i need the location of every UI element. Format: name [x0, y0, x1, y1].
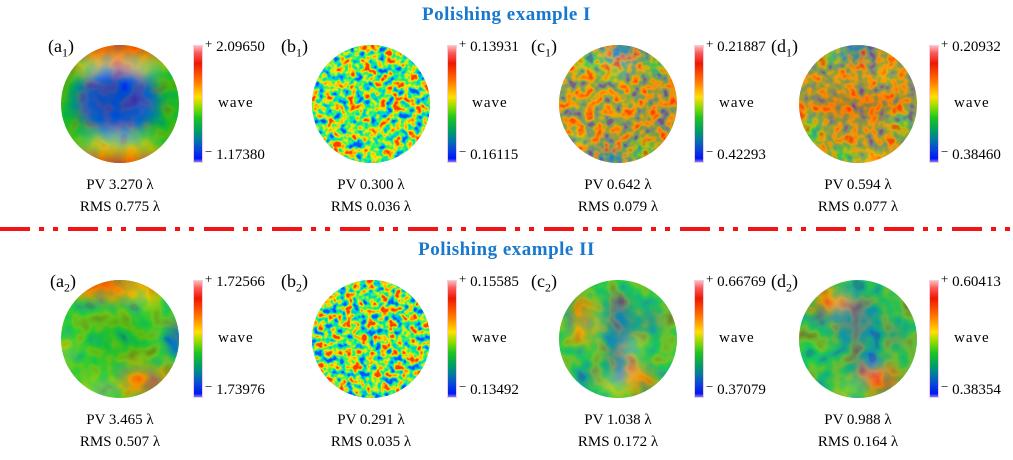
colorbar-c1	[694, 45, 704, 163]
colorbar-b1	[447, 45, 457, 163]
colorbar-max-b1: + 0.13931	[459, 36, 519, 55]
plus-sign: +	[205, 271, 213, 286]
colorbar-max-d1: + 0.20932	[941, 36, 1001, 55]
colorbar-unit-a1: wave	[218, 95, 254, 111]
colorbar-c2	[694, 280, 704, 398]
colorbar-min-b1: − 0.16115	[459, 144, 519, 163]
colorbar-max-d2: + 0.60413	[941, 271, 1001, 290]
colorbar-min-a1: − 1.17380	[205, 144, 265, 163]
colorbar-d1	[929, 45, 939, 163]
colorbar-max-c1: + 0.21887	[706, 36, 766, 55]
colorbar-min-a2: − 1.73976	[205, 379, 265, 398]
rms-value-c2: RMS 0.172 λ	[577, 434, 659, 450]
colorbar-unit-b1: wave	[472, 95, 508, 111]
panel-label-a2: (a2)	[50, 271, 76, 295]
surface-map-b2	[312, 280, 430, 398]
plus-sign: +	[941, 36, 949, 51]
pv-value-b1: PV 0.300 λ	[337, 177, 405, 193]
colorbar-unit-d1: wave	[954, 95, 990, 111]
colorbar-unit-a2: wave	[218, 330, 254, 346]
rms-value-b1: RMS 0.036 λ	[330, 199, 412, 215]
colorbar-min-d2: − 0.38354	[941, 379, 1001, 398]
colorbar-a1	[193, 45, 203, 163]
minus-sign: −	[941, 379, 949, 394]
panel-label-b2: (b2)	[281, 271, 308, 295]
plus-sign: +	[941, 271, 949, 286]
plus-sign: +	[459, 271, 467, 286]
pv-value-a1: PV 3.270 λ	[86, 177, 154, 193]
colorbar-min-c2: − 0.37079	[706, 379, 766, 398]
minus-sign: −	[706, 144, 714, 159]
panel-label-b1: (b1)	[281, 36, 308, 60]
colorbar-unit-d2: wave	[954, 330, 990, 346]
minus-sign: −	[205, 379, 213, 394]
pv-value-d1: PV 0.594 λ	[824, 177, 892, 193]
minus-sign: −	[941, 144, 949, 159]
colorbar-unit-c2: wave	[719, 330, 755, 346]
section-divider	[0, 227, 1013, 231]
colorbar-b2	[447, 280, 457, 398]
panel-label-c1: (c1)	[531, 36, 557, 60]
pv-value-d2: PV 0.988 λ	[824, 412, 892, 428]
pv-value-a2: PV 3.465 λ	[86, 412, 154, 428]
plus-sign: +	[459, 36, 467, 51]
rms-value-d1: RMS 0.077 λ	[817, 199, 899, 215]
pv-value-b2: PV 0.291 λ	[337, 412, 405, 428]
minus-sign: −	[459, 144, 467, 159]
minus-sign: −	[459, 379, 467, 394]
surface-map-c1	[559, 45, 677, 163]
panel-label-a1: (a1)	[48, 36, 74, 60]
colorbar-max-a1: + 2.09650	[205, 36, 265, 55]
rms-value-a2: RMS 0.507 λ	[79, 434, 161, 450]
colorbar-a2	[193, 280, 203, 398]
pv-value-c2: PV 1.038 λ	[584, 412, 652, 428]
surface-map-a2	[61, 280, 179, 398]
rms-value-b2: RMS 0.035 λ	[330, 434, 412, 450]
panel-label-d1: (d1)	[771, 36, 798, 60]
surface-map-d1	[799, 45, 917, 163]
colorbar-min-d1: − 0.38460	[941, 144, 1001, 163]
panel-label-c2: (c2)	[531, 271, 557, 295]
colorbar-d2	[929, 280, 939, 398]
panel-label-d2: (d2)	[771, 271, 798, 295]
colorbar-max-c2: + 0.66769	[706, 271, 766, 290]
colorbar-unit-b2: wave	[472, 330, 508, 346]
surface-map-a1	[61, 45, 179, 163]
pv-value-c1: PV 0.642 λ	[584, 177, 652, 193]
plus-sign: +	[706, 36, 714, 51]
rms-value-a1: RMS 0.775 λ	[79, 199, 161, 215]
section-title: Polishing example II	[418, 239, 595, 260]
plus-sign: +	[205, 36, 213, 51]
colorbar-unit-c1: wave	[719, 95, 755, 111]
minus-sign: −	[205, 144, 213, 159]
colorbar-max-a2: + 1.72566	[205, 271, 265, 290]
colorbar-max-b2: + 0.15585	[459, 271, 519, 290]
surface-map-b1	[312, 45, 430, 163]
plus-sign: +	[706, 271, 714, 286]
rms-value-c1: RMS 0.079 λ	[577, 199, 659, 215]
colorbar-min-c1: − 0.42293	[706, 144, 766, 163]
minus-sign: −	[706, 379, 714, 394]
surface-map-d2	[799, 280, 917, 398]
rms-value-d2: RMS 0.164 λ	[817, 434, 899, 450]
colorbar-min-b2: − 0.13492	[459, 379, 519, 398]
surface-map-c2	[559, 280, 677, 398]
section-title: Polishing example I	[422, 4, 591, 25]
